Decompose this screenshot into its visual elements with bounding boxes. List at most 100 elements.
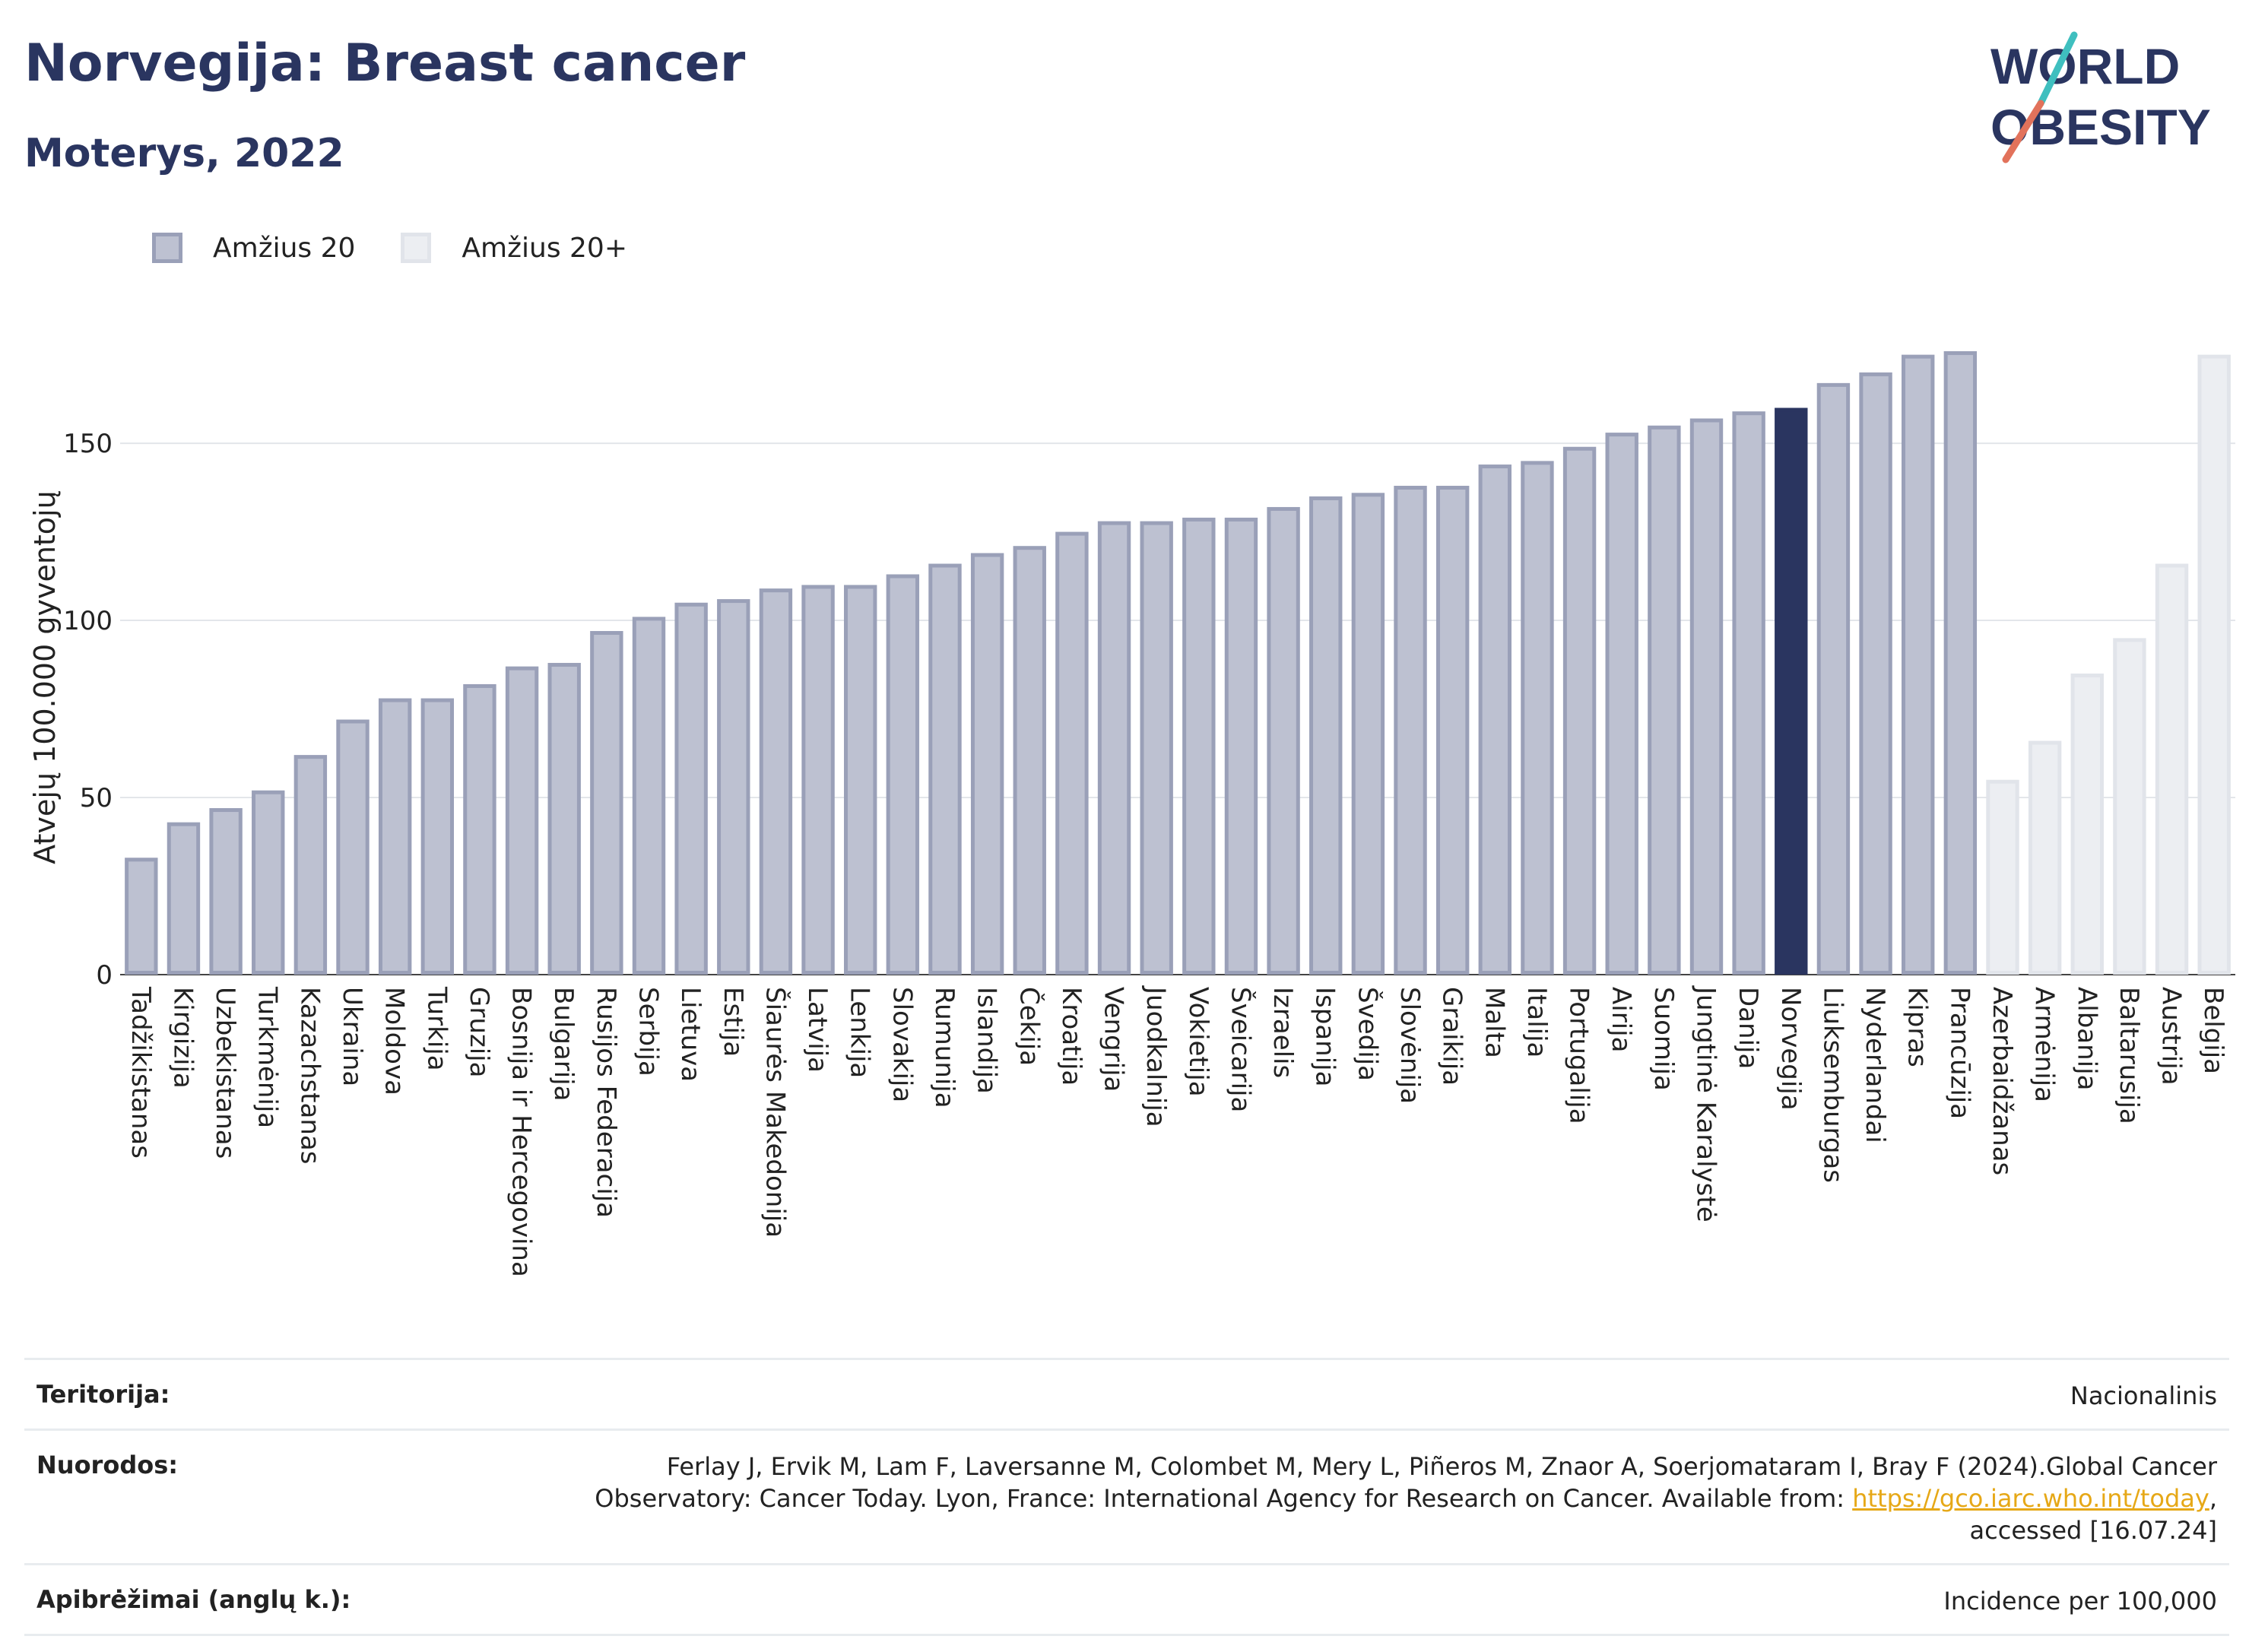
x-tick-label: Kipras (1902, 987, 1933, 1067)
bar (2113, 638, 2146, 975)
bar (1943, 350, 1978, 975)
x-tick-label: Belgija (2198, 987, 2228, 1074)
x-tick-label: Graikija (1437, 987, 1467, 1086)
x-tick-label: Italija (1521, 987, 1552, 1057)
y-tick-label: 100 (63, 606, 113, 636)
legend-swatch (401, 233, 432, 263)
bar (463, 683, 496, 975)
x-tick-label: Malta (1479, 987, 1509, 1058)
x-tick-label: Liuksemburgas (1817, 987, 1848, 1183)
info-label: Nuorodos: (36, 1451, 179, 1479)
legend-label: Amžius 20 (213, 232, 356, 264)
reference-link[interactable]: https://gco.iarc.who.int/today (1852, 1484, 2209, 1513)
bar (2197, 354, 2231, 975)
legend-swatch (152, 233, 182, 263)
page-subtitle: Moterys, 2022 (24, 131, 344, 176)
x-tick-label: Danija (1733, 987, 1763, 1069)
reference-text-line2: Observatory: Cancer Today. Lyon, France:… (595, 1484, 1853, 1513)
x-tick-label: Latvija (802, 987, 833, 1073)
bar (1394, 485, 1427, 975)
bar (1140, 521, 1173, 975)
x-tick-label: Juodkalnija (1140, 985, 1171, 1127)
bar (1648, 425, 1681, 975)
bar (167, 822, 201, 975)
page-title: Norvegija: Breast cancer (24, 33, 746, 94)
x-tick-label: Jungtinė Karalystė (1691, 985, 1721, 1222)
bar (674, 602, 708, 975)
bar (759, 588, 793, 975)
x-tick-label: Baltarusija (2114, 987, 2144, 1124)
info-value: Incidence per 100,000 (1943, 1587, 2217, 1616)
bar (886, 574, 920, 975)
x-tick-label: Šveicarija (1225, 987, 1256, 1112)
bar (1182, 517, 1216, 975)
info-row-definitions: Apibrėžimai (anglų k.): Incidence per 10… (24, 1563, 2229, 1636)
x-tick-label: Ukraina (337, 987, 367, 1086)
x-tick-label: Vokietija (1183, 987, 1213, 1097)
x-tick-label: Tadžikistanas (125, 986, 156, 1159)
x-tick-label: Moldova (379, 987, 410, 1096)
x-tick-label: Lenkija (845, 987, 875, 1078)
bar (1859, 372, 1892, 975)
bar (717, 599, 750, 975)
x-tick-label: Bosnija ir Hercegovina (506, 987, 537, 1277)
reference-text-line1: Ferlay J, Ervik M, Lam F, Laversanne M, … (666, 1452, 2217, 1481)
info-row-territory: Teritorija: Nacionalinis (24, 1358, 2229, 1428)
legend-item-age-20plus[interactable]: Amžius 20+ (401, 233, 627, 264)
x-tick-label: Albanija (2071, 987, 2101, 1090)
x-tick-label: Portugalija (1564, 987, 1594, 1124)
bar (1351, 493, 1385, 975)
reference-text-comma: , (2209, 1484, 2217, 1513)
legend-item-age-20[interactable]: Amžius 20 (152, 233, 355, 264)
bar (1521, 461, 1554, 975)
x-tick-label: Armėnija (2029, 987, 2060, 1102)
x-tick-label: Suomija (1648, 987, 1679, 1091)
reference-text-line3: accessed [16.07.24] (1969, 1516, 2217, 1545)
x-tick-label: Rusijos Federacija (591, 987, 621, 1218)
legend-label: Amžius 20+ (462, 232, 628, 264)
bar (1309, 496, 1343, 975)
bar (590, 631, 623, 975)
info-label: Apibrėžimai (anglų k.): (36, 1585, 351, 1614)
x-tick-label: Slovėnija (1394, 987, 1425, 1104)
x-tick-label: Lietuva (675, 987, 706, 1082)
bar (1013, 546, 1046, 975)
bar (801, 585, 835, 975)
bar (378, 698, 412, 975)
y-tick-label: 50 (80, 783, 113, 813)
bar (1816, 382, 1851, 975)
x-tick-label: Azerbaidžanas (1987, 987, 2017, 1175)
x-tick-label: Šiaurės Makedonija (760, 987, 791, 1238)
x-tick-label: Serbija (633, 987, 664, 1076)
info-row-references: Nuorodos: Ferlay J, Ervik M, Lam F, Lave… (24, 1428, 2229, 1563)
x-tick-label: Izraelis (1267, 987, 1298, 1078)
x-tick-label: Nyderlandai (1860, 987, 1890, 1143)
bar (1478, 465, 1511, 975)
x-tick-label: Turkija (421, 986, 452, 1071)
bar (1902, 354, 1935, 975)
y-axis-label: Atvejų 100.000 gyventojų (28, 490, 62, 864)
x-tick-label: Uzbekistanas (210, 987, 240, 1159)
bar (2028, 740, 2062, 975)
bar (2070, 673, 2104, 975)
info-table: Teritorija: Nacionalinis Nuorodos: Ferla… (24, 1358, 2229, 1636)
world-obesity-logo: WORLD OBESITY (1990, 31, 2211, 163)
x-tick-label: Slovakija (887, 987, 917, 1102)
y-tick-label: 150 (63, 429, 113, 459)
bar (505, 666, 539, 975)
bar (1562, 446, 1597, 975)
x-tick-label: Prancūzija (1944, 987, 1975, 1119)
bar (336, 719, 370, 975)
bar (293, 755, 328, 975)
x-tick-label: Ispanija (1310, 987, 1340, 1086)
bar-chart: 0 50 100 150 Atvejų 100.000 gyventojų Tadžiki… (28, 350, 2235, 1277)
bar (632, 617, 666, 975)
x-tick-label: Kirgizija (167, 987, 198, 1089)
bar (970, 553, 1004, 975)
bar (1267, 506, 1300, 975)
x-tick-label: Kazachstanas (294, 987, 325, 1164)
bar-highlight (1775, 407, 1808, 975)
x-tick-label: Norvegija (1775, 987, 1806, 1111)
x-tick-label: Turkmėnija (252, 986, 283, 1128)
info-label: Teritorija: (36, 1380, 170, 1409)
